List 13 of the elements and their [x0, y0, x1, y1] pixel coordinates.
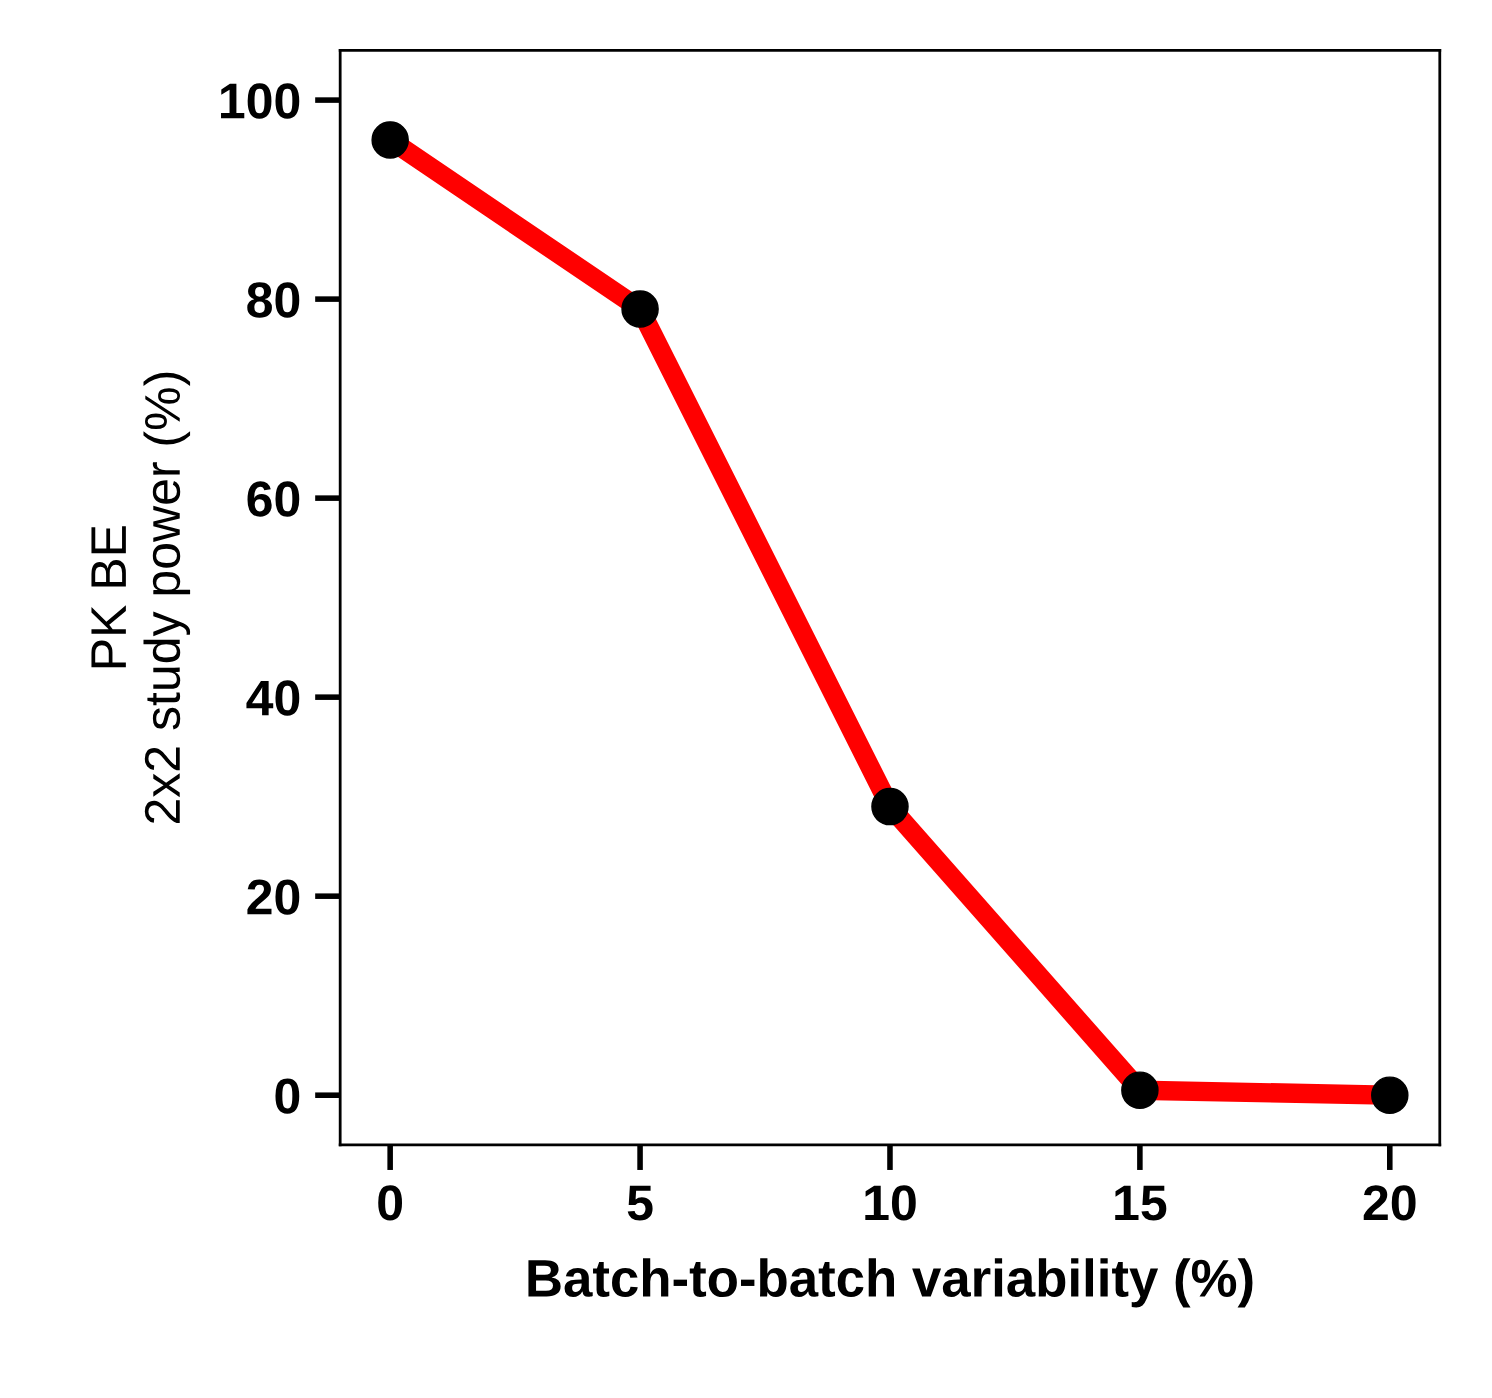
x-tick-label: 0: [378, 1185, 403, 1221]
y-tick-label: 0: [275, 1078, 300, 1114]
y-tick-label: 20: [247, 879, 300, 915]
x-axis-title: Batch-to-batch variability (%): [528, 1258, 1253, 1308]
y-tick-label: 80: [247, 282, 300, 318]
x-tick-label: 10: [865, 1185, 916, 1221]
y-tick-label: 60: [247, 481, 300, 517]
y-tick-label: 100: [221, 83, 300, 119]
x-tick-label: 20: [1363, 1185, 1416, 1221]
y-axis-title: PK BE 2x2 study power (%): [91, 372, 191, 823]
x-tick-label: 15: [1115, 1185, 1167, 1221]
y-tick-label: 40: [246, 680, 300, 716]
x-tick-label: 5: [627, 1185, 653, 1221]
